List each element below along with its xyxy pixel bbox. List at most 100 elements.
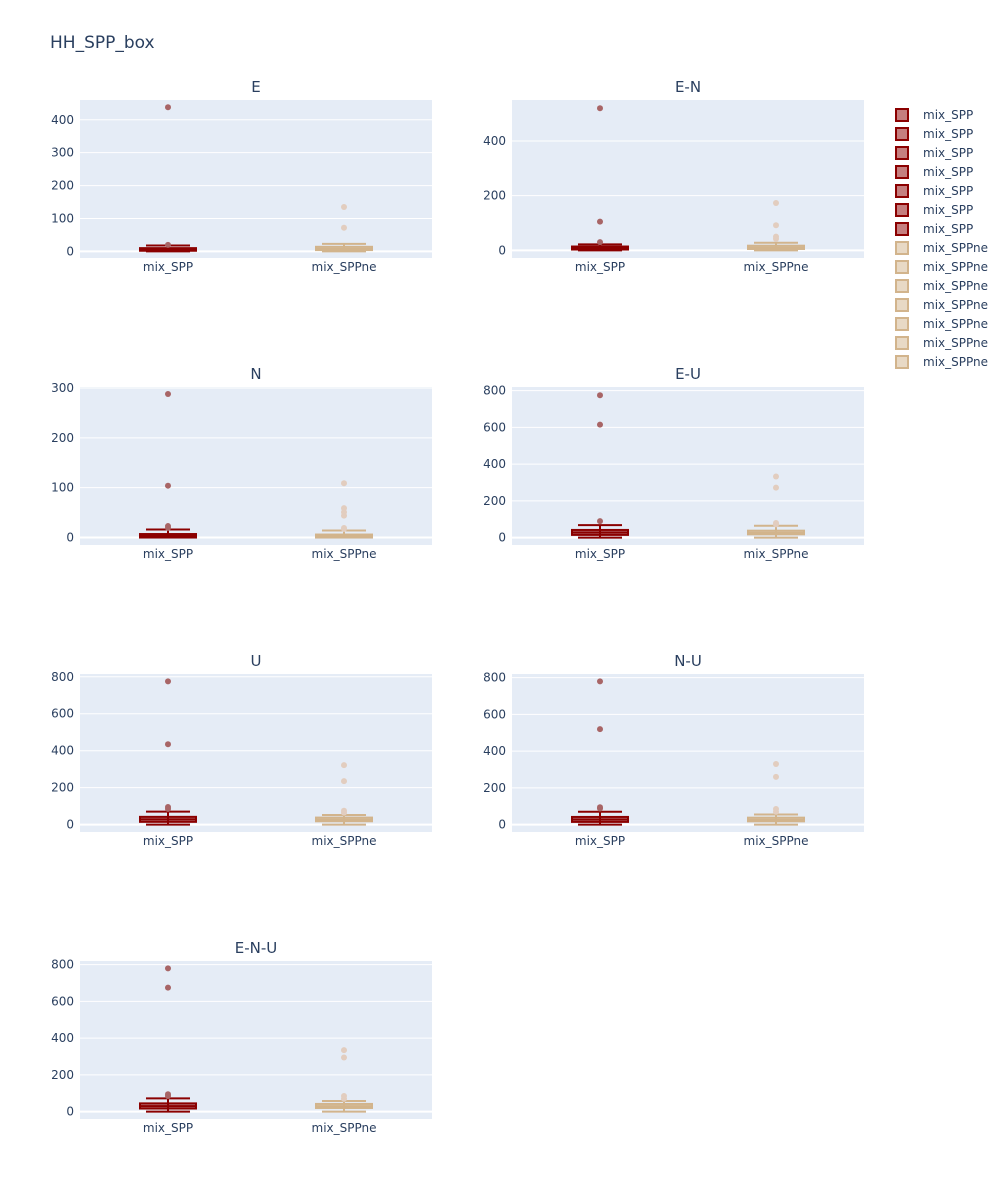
box-mix-sppne <box>747 200 805 252</box>
legend-swatch-icon <box>895 354 909 369</box>
legend-item[interactable]: mix_SPPne <box>892 295 998 314</box>
legend-label: mix_SPPne <box>923 316 988 331</box>
legend-label: mix_SPPne <box>923 278 988 293</box>
legend-item[interactable]: mix_SPPne <box>892 352 998 371</box>
x-tick-label: mix_SPP <box>575 260 625 274</box>
outlier-point <box>597 678 603 685</box>
outlier-point <box>597 239 603 246</box>
legend-label: mix_SPP <box>923 164 974 179</box>
subplot-title: E <box>251 78 260 96</box>
x-tick-label: mix_SPPne <box>744 547 809 561</box>
x-tick-label: mix_SPPne <box>312 260 377 274</box>
outlier-point <box>597 392 603 399</box>
legend-item[interactable]: mix_SPPne <box>892 238 998 257</box>
x-tick-label: mix_SPP <box>143 834 193 848</box>
legend-item[interactable]: mix_SPPne <box>892 333 998 352</box>
legend-label: mix_SPP <box>923 202 974 217</box>
outlier-point <box>773 806 779 813</box>
subplot-title: N-U <box>674 652 702 670</box>
outlier-point <box>597 105 603 112</box>
x-tick-label: mix_SPP <box>143 1121 193 1135</box>
legend-swatch-icon <box>895 107 909 122</box>
y-tick-label: 600 <box>51 994 74 1008</box>
legend-swatch-icon <box>895 297 909 312</box>
y-tick-label: 600 <box>483 420 506 434</box>
plot-background <box>80 100 432 258</box>
x-tick-label: mix_SPPne <box>312 834 377 848</box>
outlier-point <box>341 778 347 785</box>
subplot-title: E-U <box>675 365 701 383</box>
outlier-point <box>597 421 603 428</box>
outlier-point <box>773 233 779 240</box>
plot-background <box>80 961 432 1119</box>
legend-item[interactable]: mix_SPPne <box>892 314 998 333</box>
y-tick-label: 800 <box>483 671 506 685</box>
y-tick-label: 300 <box>51 146 74 160</box>
x-tick-label: mix_SPPne <box>744 834 809 848</box>
legend-swatch-icon <box>895 202 909 217</box>
y-tick-label: 0 <box>66 1105 74 1119</box>
x-tick-label: mix_SPPne <box>744 260 809 274</box>
box-mix-sppne <box>747 473 805 539</box>
x-tick-label: mix_SPPne <box>312 1121 377 1135</box>
y-tick-label: 800 <box>51 670 74 684</box>
box-mix-spp <box>139 678 197 826</box>
y-tick-label: 400 <box>51 113 74 127</box>
y-tick-label: 200 <box>483 189 506 203</box>
legend-swatch-icon <box>895 164 909 179</box>
y-tick-label: 0 <box>66 244 74 258</box>
outlier-point <box>165 241 171 248</box>
legend-item[interactable]: mix_SPP <box>892 200 998 219</box>
subplot-title: E-N-U <box>235 939 278 957</box>
y-tick-label: 600 <box>51 707 74 721</box>
outlier-point <box>341 525 347 532</box>
box-mix-sppne <box>747 761 805 826</box>
y-tick-label: 200 <box>51 781 74 795</box>
y-tick-label: 0 <box>498 243 506 257</box>
legend-swatch-icon <box>895 316 909 331</box>
outlier-point <box>597 218 603 225</box>
legend-label: mix_SPPne <box>923 335 988 350</box>
y-tick-label: 400 <box>51 1031 74 1045</box>
legend-item[interactable]: mix_SPP <box>892 181 998 200</box>
y-tick-label: 0 <box>66 818 74 832</box>
box-mix-sppne <box>315 762 373 826</box>
x-tick-label: mix_SPPne <box>312 547 377 561</box>
y-tick-label: 0 <box>498 531 506 545</box>
legend-label: mix_SPPne <box>923 297 988 312</box>
subplot-e-u: 0 200 400 600 800 E-U mix_SPP mix_SPPne <box>483 365 864 561</box>
outlier-point <box>341 762 347 769</box>
outlier-point <box>341 224 347 231</box>
outlier-point <box>165 678 171 685</box>
outlier-point <box>773 761 779 768</box>
legend-item[interactable]: mix_SPPne <box>892 257 998 276</box>
outlier-point <box>165 482 171 489</box>
y-tick-label: 400 <box>483 457 506 471</box>
legend-swatch-icon <box>895 221 909 236</box>
outlier-point <box>165 390 171 397</box>
box-mix-sppne <box>315 480 373 539</box>
legend-label: mix_SPPne <box>923 259 988 274</box>
box-mix-spp <box>571 105 629 252</box>
legend-item[interactable]: mix_SPPne <box>892 276 998 295</box>
legend-item[interactable]: mix_SPP <box>892 162 998 181</box>
legend-item[interactable]: mix_SPP <box>892 143 998 162</box>
legend-item[interactable]: mix_SPP <box>892 124 998 143</box>
outlier-point <box>773 473 779 480</box>
legend-swatch-icon <box>895 335 909 350</box>
legend-item[interactable]: mix_SPP <box>892 219 998 238</box>
legend-label: mix_SPPne <box>923 354 988 369</box>
box-mix-spp <box>139 104 197 253</box>
outlier-point <box>773 222 779 229</box>
legend-item[interactable]: mix_SPP <box>892 105 998 124</box>
subplot-e-n: 0 200 400 E-N mix_SPP mix_SPPne <box>483 78 864 274</box>
legend-swatch-icon <box>895 278 909 293</box>
legend-label: mix_SPP <box>923 145 974 160</box>
x-tick-label: mix_SPP <box>575 834 625 848</box>
outlier-point <box>165 1091 171 1098</box>
legend-swatch-icon <box>895 126 909 141</box>
outlier-point <box>773 200 779 207</box>
